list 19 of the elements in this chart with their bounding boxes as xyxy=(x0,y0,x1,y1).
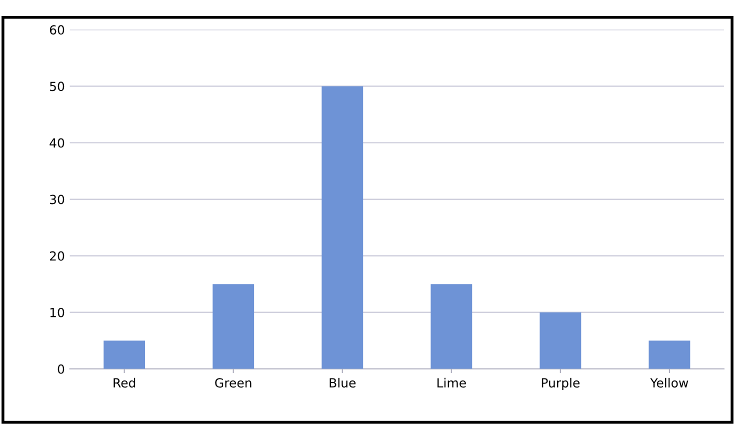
y-tick-label: 0 xyxy=(58,364,64,374)
y-tick-label: 10 xyxy=(50,308,64,318)
y-tick-label: 30 xyxy=(50,194,64,204)
bar xyxy=(430,284,472,369)
x-tick-label: Blue xyxy=(330,378,356,388)
bar xyxy=(648,340,690,369)
bar xyxy=(540,312,582,369)
x-tick-label: Yellow xyxy=(650,378,688,388)
y-tick-label: 40 xyxy=(50,138,64,148)
bar xyxy=(322,86,364,369)
y-tick-label: 50 xyxy=(50,82,64,92)
bar xyxy=(212,284,254,369)
x-tick-label: Lime xyxy=(437,378,466,388)
x-tick-label: Green xyxy=(215,378,252,388)
x-tick-label: Purple xyxy=(542,378,580,390)
x-tick-label: Red xyxy=(114,378,136,388)
bar xyxy=(104,340,146,369)
y-tick-label: 20 xyxy=(50,251,64,261)
y-tick-label: 60 xyxy=(50,25,64,35)
